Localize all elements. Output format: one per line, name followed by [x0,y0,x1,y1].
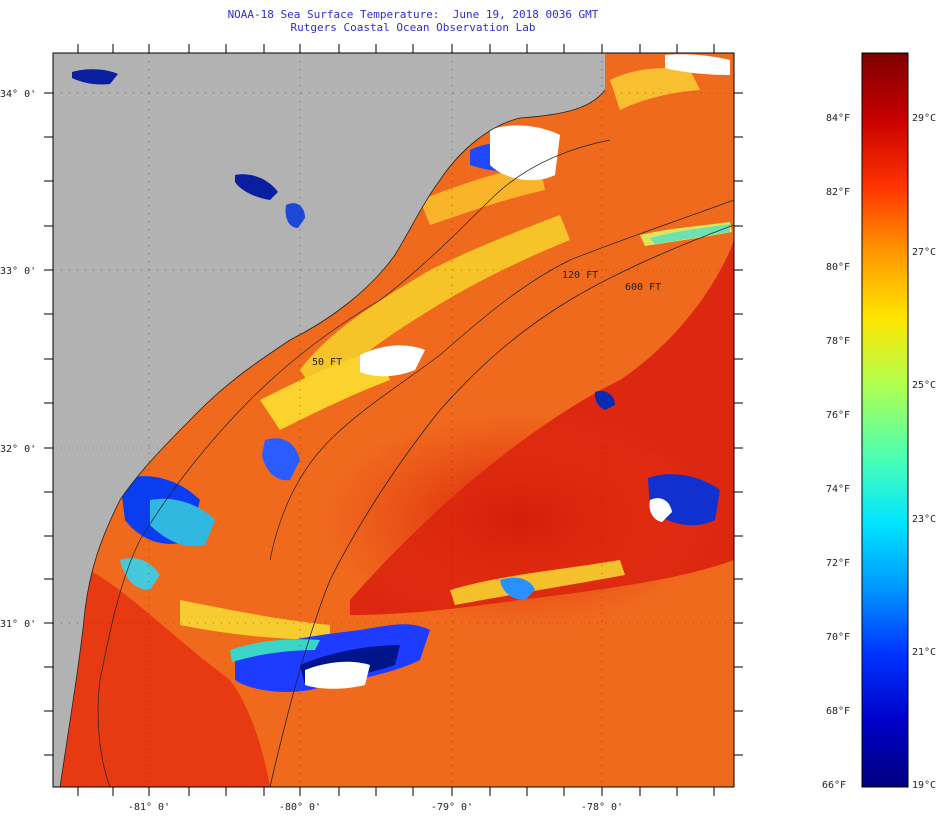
colorbar-c-label-23: 23°C [912,514,937,525]
cloud-north [490,125,560,181]
cold-patch-southwest-edge [150,498,215,547]
lon-label-80: -80° 0' [279,802,321,813]
inland-lake-2 [235,174,278,200]
isobath-label-50ft: 50 FT [312,357,342,368]
colorbar-c-label-29: 29°C [912,113,937,124]
colorbar [861,52,909,788]
axis-ticks [44,44,743,796]
cloud-south [305,661,370,689]
north-yellow-patch [610,68,700,110]
colorbar-f-label-82: 82°F [826,187,851,198]
cold-patch-mid-shelf [262,438,300,481]
colorbar-f-label-80: 80°F [826,262,851,273]
colorbar-f-label-84: 84°F [826,113,851,124]
shelf-yellow-band [300,215,570,400]
colorbar-c-label-21: 21°C [912,647,937,658]
colorbar-f-label-68: 68°F [826,706,851,717]
lon-label-79: -79° 0' [431,802,473,813]
shelf-yellow-band-2 [260,350,390,430]
lon-label-81: -81° 0' [128,802,170,813]
colorbar-f-label-66: 66°F [822,780,847,791]
map-subtitle: Rutgers Coastal Ocean Observation Lab [290,21,536,34]
inland-lake-1 [72,69,118,85]
cool-patch-coast [120,558,160,590]
south-yellow-band [180,600,330,640]
cloud-east [649,498,672,522]
cool-patch-mid-south [500,577,535,600]
lat-label-33: 33° 0' [0,266,36,277]
colorbar-c-label-19: 19°C [912,780,937,791]
isobath-120ft [269,199,734,561]
colorbar-f-label-70: 70°F [826,632,851,643]
cloud-northeast [665,54,730,75]
lat-label-31: 31° 0' [0,619,36,630]
map-title: NOAA-18 Sea Surface Temperature: June 19… [227,8,599,21]
colorbar-c-label-27: 27°C [912,247,937,258]
southwest-warm-area [53,560,270,787]
isobath-600ft [269,224,734,787]
cool-patch-east-band [650,224,730,244]
cloud-mid [360,345,425,377]
map-frame [52,52,735,788]
cold-patch-south-edge [230,639,320,662]
colorbar-f-label-76: 76°F [826,410,851,421]
south-yellow-band-2 [450,560,625,605]
cold-patch-east-2 [594,390,615,410]
lon-label-78: -78° 0' [581,802,623,813]
colorbar-f-label-72: 72°F [826,558,851,569]
lat-label-32: 32° 0' [0,444,36,455]
land-mass [53,53,605,787]
coastline [59,89,606,787]
colorbar-f-label-74: 74°F [826,484,851,495]
isobath-label-600ft: 600 FT [625,282,661,293]
colorbar-c-label-25: 25°C [912,380,937,391]
lat-label-34: 34° 0' [0,89,36,100]
colorbar-f-label-78: 78°F [826,336,851,347]
isobath-label-120ft: 120 FT [562,270,598,281]
isobath-50ft [97,139,611,787]
